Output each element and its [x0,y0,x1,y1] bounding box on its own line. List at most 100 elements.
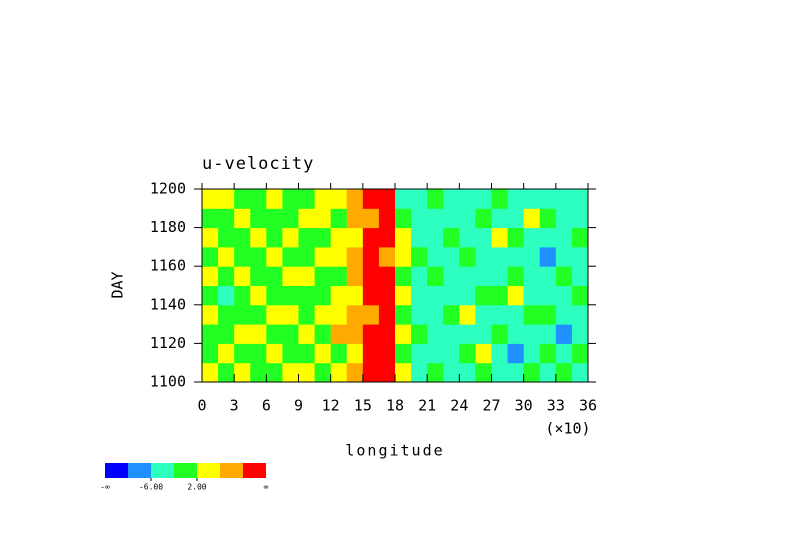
cell [314,285,332,306]
cell [234,285,251,306]
cell [459,208,476,229]
cell [459,362,476,383]
cell [282,324,299,344]
cell [475,285,492,306]
x-tick-label: 9 [294,397,303,415]
colorbar-label: -6.00 [139,483,163,492]
cell [555,285,573,306]
cell [250,208,267,229]
colorbar-swatch [151,463,174,478]
cell [523,189,541,209]
cell [491,343,509,364]
cell [346,362,364,383]
cell [427,266,444,286]
cell [459,246,476,267]
cell [491,208,509,229]
cell [443,362,460,383]
cell [555,266,573,286]
cell [330,208,348,229]
cell [475,324,492,344]
cell [234,324,251,344]
cell [282,343,299,364]
cell [330,343,348,364]
cell [491,362,509,383]
cell [507,304,525,325]
cell [571,208,589,229]
cell [282,208,299,229]
cell [395,266,412,286]
cell [523,208,541,229]
cell [282,266,299,286]
x-tick-label: 3 [230,397,239,415]
cell [314,362,332,383]
cell [362,304,380,325]
cell [459,285,476,306]
colorbar-label: 2.00 [187,483,206,492]
cell [346,343,364,364]
cell [266,343,283,364]
cell [523,362,541,383]
cell [314,208,332,229]
cell [555,362,573,383]
cell [234,362,251,383]
x-tick-label: 33 [547,397,565,415]
cell [378,246,396,267]
cell [427,227,444,248]
cell [266,227,283,248]
cell [346,208,364,229]
cell [266,304,283,325]
cell [234,343,251,364]
colorbar-end: -∞ [100,483,110,492]
cell [362,246,380,267]
cell [314,227,332,248]
cell [427,208,444,229]
cell [555,343,573,364]
cell [282,246,299,267]
cell [378,304,396,325]
cell [250,266,267,286]
cell [427,343,444,364]
cell [523,343,541,364]
cell [266,324,283,344]
cell [218,324,235,344]
cell [411,189,428,209]
cell [443,285,460,306]
cell [411,208,428,229]
cell [395,304,412,325]
cell [362,208,380,229]
cell [491,266,509,286]
cell [571,227,589,248]
cell [330,189,348,209]
cell [346,227,364,248]
cell [202,343,219,364]
cell [378,362,396,383]
cell [378,189,396,209]
cell [411,285,428,306]
cell [362,189,380,209]
cell [475,343,492,364]
x-tick-label: 36 [579,397,597,415]
cell [298,304,316,325]
cell [218,343,235,364]
cell [218,285,235,306]
cell [507,189,525,209]
cell [330,266,348,286]
y-tick-label: 1160 [150,257,186,275]
y-axis-label: DAY [109,271,127,298]
cell [202,362,219,383]
cell [539,227,557,248]
colorbar-swatch [197,463,220,478]
cell [266,208,283,229]
cell [250,304,267,325]
cell [266,266,283,286]
cell [218,246,235,267]
cell [411,343,428,364]
x-tick-label: 18 [386,397,404,415]
cell [459,189,476,209]
cell [523,324,541,344]
cell [475,208,492,229]
cell [443,343,460,364]
cell [234,208,251,229]
cell [571,285,589,306]
